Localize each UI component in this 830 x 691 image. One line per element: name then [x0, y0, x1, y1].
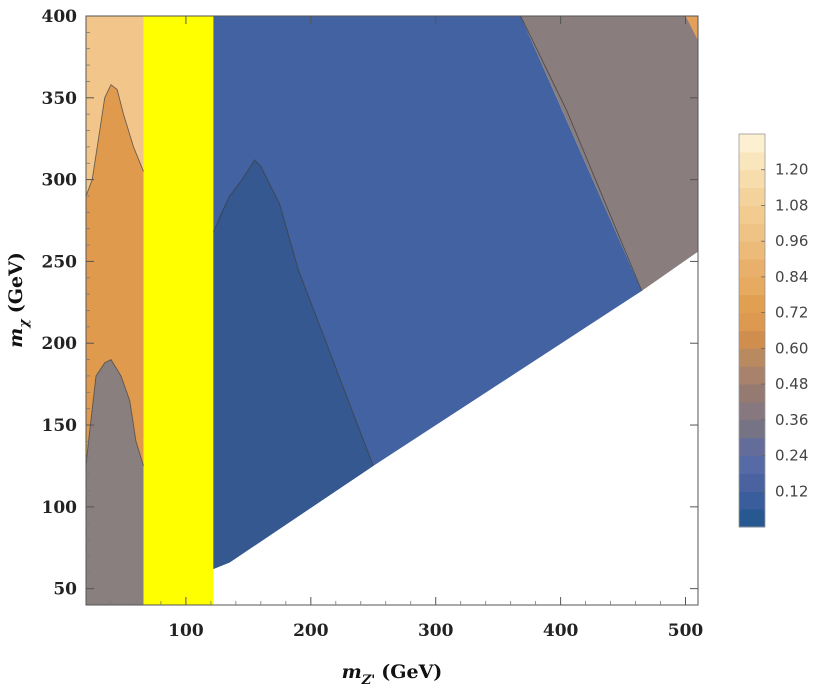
colorbar-band [739, 509, 765, 528]
colorbar-band [739, 437, 765, 457]
colorbar-band [739, 401, 765, 421]
x-tick-label-100: 100 [168, 621, 204, 641]
region-left-high [86, 16, 144, 196]
colorbar-band [739, 419, 765, 439]
colorbar-band [739, 491, 765, 510]
colorbar-band [739, 223, 765, 242]
x-tick-label-300: 300 [418, 621, 454, 641]
colorbar-band [739, 330, 765, 349]
colorbar-band [739, 151, 765, 171]
colorbar-band [739, 187, 765, 206]
colorbar-frame [738, 133, 766, 528]
contour-left-low-boundary [85, 359, 144, 467]
x-tick-label-400: 400 [543, 621, 579, 641]
y-tick-label-250: 250 [42, 252, 78, 272]
colorbar-band [739, 294, 765, 314]
colorbar-band [739, 169, 765, 189]
y-axis: 50 100 150 200 250 300 350 400 [42, 7, 698, 600]
colorbar-tick-label: 0.36 [775, 411, 808, 429]
colorbar-band [739, 312, 765, 331]
contour-upper-right-boundary [520, 15, 643, 292]
y-axis-unit: (GeV) [5, 252, 27, 313]
colorbar-band [739, 473, 765, 492]
colorbar-band [739, 276, 765, 296]
region-upper-right-corner [685, 16, 698, 41]
y-tick-label-200: 200 [42, 334, 78, 354]
contour-dark-blue-boundary [212, 159, 374, 467]
x-axis: 100 200 300 400 500 [110, 16, 704, 641]
colorbar-tick-label: 0.72 [775, 304, 808, 322]
y-tick-label-150: 150 [42, 416, 78, 436]
colorbar-tick-label: 0.96 [775, 232, 808, 250]
colorbar-tick-label: 0.12 [775, 482, 808, 500]
x-tick-label-500: 500 [668, 621, 704, 641]
y-tick-label-100: 100 [42, 498, 78, 518]
plot-contours [85, 15, 643, 467]
y-axis-title: mχ (GeV) [5, 252, 32, 348]
y-axis-symbol: m [5, 328, 27, 348]
contour-left-mid-boundary [85, 83, 144, 197]
colorbar-tick-label: 1.20 [775, 161, 808, 179]
colorbar-tick-label: 1.08 [775, 196, 808, 214]
plot-regions [86, 16, 698, 605]
region-left-mid [86, 84, 144, 466]
x-axis-title: mZ' (GeV) [342, 661, 443, 688]
colorbar-band [739, 348, 765, 367]
y-axis-subscript: χ [17, 318, 32, 329]
colorbar-tick-label: 0.84 [775, 268, 808, 286]
region-left-low [86, 359, 144, 605]
y-tick-label-300: 300 [42, 171, 78, 191]
colorbar-band [739, 134, 765, 153]
region-dark-blue [213, 160, 374, 569]
region-excluded-band [143, 16, 214, 605]
colorbar-band [739, 205, 765, 224]
x-tick-label-200: 200 [293, 621, 329, 641]
colorbar-band [739, 455, 765, 474]
colorbar-tick-label: 0.60 [775, 339, 808, 357]
colorbar-band [739, 259, 765, 278]
y-tick-label-350: 350 [42, 89, 78, 109]
colorbar-band [739, 384, 765, 403]
x-axis-unit: (GeV) [381, 661, 442, 683]
colorbar-band [739, 366, 765, 385]
colorbar-band [739, 241, 765, 260]
region-upper-right-gray [520, 16, 698, 291]
x-axis-subscript: Z' [361, 673, 375, 688]
y-tick-label-400: 400 [42, 7, 78, 27]
colorbar-tick-label: 0.48 [775, 375, 808, 393]
colorbar-tick-label: 0.24 [775, 447, 808, 465]
x-axis-symbol: m [342, 661, 362, 683]
y-tick-label-50: 50 [53, 580, 77, 600]
colorbar: 0.12 0.24 0.36 0.48 0.60 0.72 0.84 0.96 1.08 1.20 [738, 133, 808, 528]
